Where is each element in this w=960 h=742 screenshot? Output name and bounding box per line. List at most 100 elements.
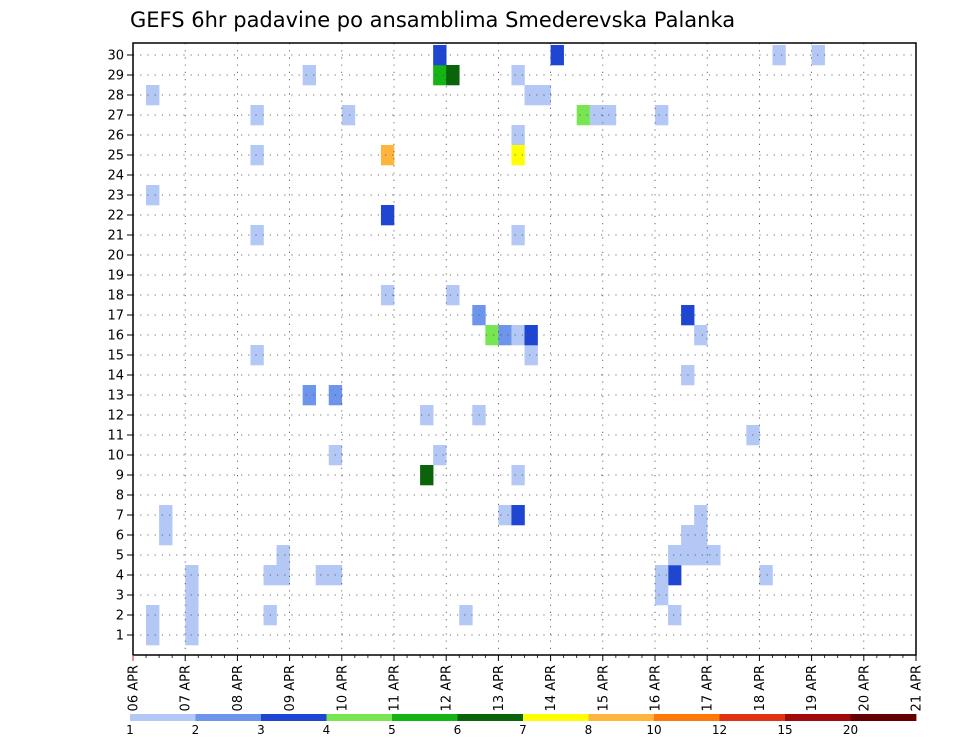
precip-cell bbox=[380, 205, 395, 226]
precip-cell bbox=[485, 325, 499, 346]
x-tick-label: 07 APR bbox=[179, 665, 194, 711]
y-tick-label: 13 bbox=[107, 389, 124, 404]
precip-cell bbox=[511, 145, 525, 166]
precip-cell bbox=[185, 585, 199, 606]
x-tick-label: 13 APR bbox=[492, 665, 507, 711]
legend-label: 7 bbox=[519, 723, 527, 737]
precip-cell bbox=[759, 565, 773, 586]
precip-cell bbox=[159, 525, 173, 546]
x-tick-label: 20 APR bbox=[857, 665, 872, 711]
legend-swatch bbox=[130, 714, 196, 721]
y-tick-label: 30 bbox=[107, 49, 124, 64]
y-tick-label: 12 bbox=[107, 409, 124, 424]
x-tick-label: 16 APR bbox=[649, 665, 664, 711]
precip-cell bbox=[524, 85, 538, 106]
precip-cell bbox=[250, 145, 264, 166]
precip-cell bbox=[276, 565, 290, 586]
precip-cell bbox=[655, 585, 669, 606]
precip-cell bbox=[589, 105, 604, 126]
precip-cell bbox=[380, 145, 395, 166]
precip-cell bbox=[524, 345, 538, 366]
precip-cell bbox=[302, 65, 316, 86]
y-tick-label: 27 bbox=[107, 109, 124, 124]
precip-cell bbox=[498, 325, 512, 346]
x-tick-label: 08 APR bbox=[231, 665, 246, 711]
y-tick-label: 9 bbox=[116, 469, 124, 484]
precip-cell bbox=[511, 225, 525, 246]
color-legend: 1 2 3 4 5 6 7 8 10 12 15 20 bbox=[126, 714, 917, 737]
precip-cell bbox=[146, 185, 160, 206]
y-tick-label: 24 bbox=[107, 169, 124, 184]
y-tick-label: 18 bbox=[107, 289, 124, 304]
y-axis: 1234567891011121314151617181920212223242… bbox=[107, 49, 133, 644]
legend-label: 10 bbox=[646, 723, 661, 737]
legend-swatch bbox=[785, 714, 851, 721]
y-tick-label: 11 bbox=[107, 429, 124, 444]
legend-label: 2 bbox=[192, 723, 200, 737]
y-tick-label: 7 bbox=[116, 509, 124, 524]
chart-title: GEFS 6hr padavine po ansamblima Smederev… bbox=[130, 8, 735, 32]
x-tick-label: 10 APR bbox=[335, 665, 350, 711]
precip-cell bbox=[459, 605, 473, 626]
precip-cell bbox=[707, 545, 721, 566]
precip-cell bbox=[511, 65, 525, 86]
legend-swatch bbox=[719, 714, 786, 721]
precip-cell bbox=[511, 465, 525, 486]
precip-cell bbox=[511, 325, 525, 346]
precip-cell bbox=[250, 225, 264, 246]
y-tick-label: 19 bbox=[107, 269, 124, 284]
legend-swatch bbox=[654, 714, 720, 721]
precip-cell bbox=[433, 65, 447, 86]
precip-cell bbox=[694, 525, 708, 546]
legend-label: 1 bbox=[126, 723, 134, 737]
precip-cell bbox=[380, 285, 395, 306]
legend-label: 15 bbox=[777, 723, 792, 737]
y-tick-label: 4 bbox=[116, 569, 124, 584]
precip-cell bbox=[811, 45, 825, 66]
x-tick-label: 12 APR bbox=[440, 665, 455, 711]
legend-label: 20 bbox=[843, 723, 858, 737]
precip-cell bbox=[668, 605, 682, 626]
legend-label: 3 bbox=[257, 723, 265, 737]
y-tick-label: 3 bbox=[116, 589, 124, 604]
precip-cell bbox=[511, 505, 525, 526]
x-tick-label: 19 APR bbox=[805, 665, 820, 711]
precip-cell bbox=[146, 605, 160, 626]
precip-cell bbox=[433, 445, 447, 466]
precip-cell bbox=[433, 45, 447, 66]
legend-swatch bbox=[195, 714, 262, 721]
precip-cell bbox=[524, 325, 538, 346]
precip-cell bbox=[446, 285, 460, 306]
precip-cell bbox=[341, 105, 356, 126]
y-tick-label: 15 bbox=[107, 349, 124, 364]
legend-swatch bbox=[588, 714, 655, 721]
y-tick-label: 8 bbox=[116, 489, 124, 504]
y-tick-label: 29 bbox=[107, 69, 124, 84]
precip-cell bbox=[576, 105, 591, 126]
precip-cell bbox=[602, 105, 617, 126]
precip-cell bbox=[655, 105, 669, 126]
y-tick-label: 2 bbox=[116, 609, 124, 624]
legend-swatch bbox=[850, 714, 917, 721]
plot-area bbox=[146, 45, 825, 646]
precip-cell bbox=[550, 45, 564, 66]
precip-cell bbox=[146, 625, 160, 646]
legend-label: 4 bbox=[323, 723, 331, 737]
legend-label: 8 bbox=[585, 723, 593, 737]
precip-cell bbox=[694, 505, 708, 526]
y-tick-label: 22 bbox=[107, 209, 124, 224]
y-tick-label: 16 bbox=[107, 329, 124, 344]
precip-cell bbox=[420, 405, 434, 426]
legend-label: 12 bbox=[712, 723, 727, 737]
precip-cell bbox=[511, 125, 525, 146]
x-axis: 06 APR 07 APR 08 APR 09 APR 10 APR 11 APR 12 A… bbox=[127, 655, 925, 711]
legend-swatch bbox=[261, 714, 327, 721]
precip-cell bbox=[185, 625, 199, 646]
legend-swatch bbox=[392, 714, 458, 721]
x-tick-label: 15 APR bbox=[596, 665, 611, 711]
x-tick-label: 17 APR bbox=[701, 665, 716, 711]
precip-cell bbox=[772, 45, 786, 66]
y-tick-label: 26 bbox=[107, 129, 124, 144]
y-tick-label: 14 bbox=[107, 369, 124, 384]
